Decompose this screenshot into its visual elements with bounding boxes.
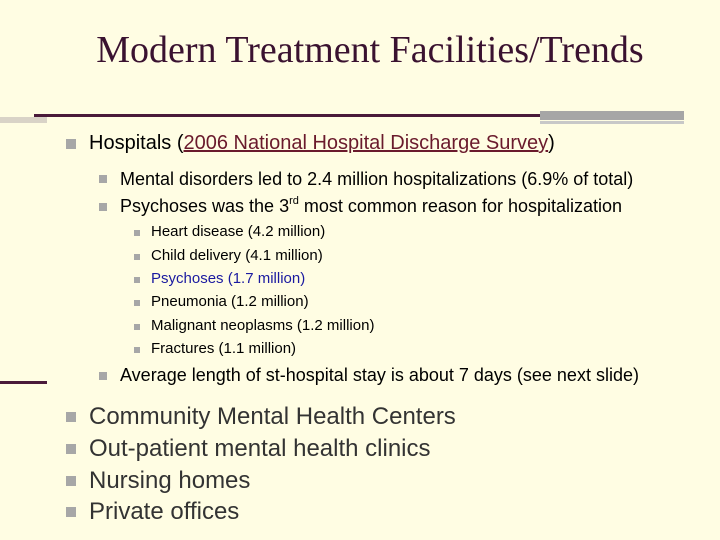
bullet-square-icon bbox=[134, 230, 140, 236]
bullet-square-icon bbox=[99, 175, 107, 183]
title-divider bbox=[34, 114, 682, 117]
bullet-square-icon bbox=[134, 347, 140, 353]
psychoses-rank-item: Psychoses was the 3rd most common reason… bbox=[120, 196, 622, 217]
bullet-square-icon bbox=[134, 324, 140, 330]
bullet-square-icon bbox=[134, 254, 140, 260]
bullet-square-icon bbox=[134, 300, 140, 306]
hospitals-prefix: Hospitals ( bbox=[89, 132, 184, 154]
facility-private-offices: Private offices bbox=[89, 498, 240, 525]
bullet-square-icon bbox=[66, 412, 76, 422]
mental-disorders-item: Mental disorders led to 2.4 million hosp… bbox=[120, 169, 634, 189]
reason-malignant-neoplasms: Malignant neoplasms (1.2 million) bbox=[151, 317, 375, 334]
survey-link[interactable]: 2006 National Hospital Discharge Survey bbox=[183, 132, 549, 154]
facility-cmhc: Community Mental Health Centers bbox=[89, 403, 456, 430]
reason-child-delivery: Child delivery (4.1 million) bbox=[151, 247, 323, 264]
divider-accent-shadow bbox=[540, 121, 684, 124]
reason-psychoses: Psychoses (1.7 million) bbox=[151, 270, 306, 287]
psychoses-rank-sup: rd bbox=[289, 195, 299, 207]
left-accent-top bbox=[0, 117, 47, 123]
bullet-square-icon bbox=[99, 203, 107, 211]
bullet-square-icon bbox=[134, 277, 140, 283]
reason-heart-disease: Heart disease (4.2 million) bbox=[151, 223, 326, 240]
bullet-square-icon bbox=[66, 507, 76, 517]
average-stay-item: Average length of st-hospital stay is ab… bbox=[120, 365, 639, 385]
slide-title: Modern Treatment Facilities/Trends bbox=[96, 29, 644, 71]
bullet-square-icon bbox=[99, 372, 107, 380]
hospitals-item: Hospitals (2006 National Hospital Discha… bbox=[89, 132, 555, 155]
reason-fractures: Fractures (1.1 million) bbox=[151, 340, 297, 357]
hospitals-suffix: ) bbox=[548, 132, 555, 154]
bullet-square-icon bbox=[66, 444, 76, 454]
facility-nursing-homes: Nursing homes bbox=[89, 467, 251, 494]
bullet-square-icon bbox=[66, 476, 76, 486]
left-accent-bottom bbox=[0, 381, 47, 384]
facility-outpatient: Out-patient mental health clinics bbox=[89, 435, 431, 462]
psychoses-rank-after: most common reason for hospitalization bbox=[298, 196, 623, 216]
bullet-square-icon bbox=[66, 139, 76, 149]
psychoses-rank-before: Psychoses was the 3 bbox=[120, 196, 290, 216]
reason-pneumonia: Pneumonia (1.2 million) bbox=[151, 293, 309, 310]
divider-accent bbox=[540, 111, 684, 120]
